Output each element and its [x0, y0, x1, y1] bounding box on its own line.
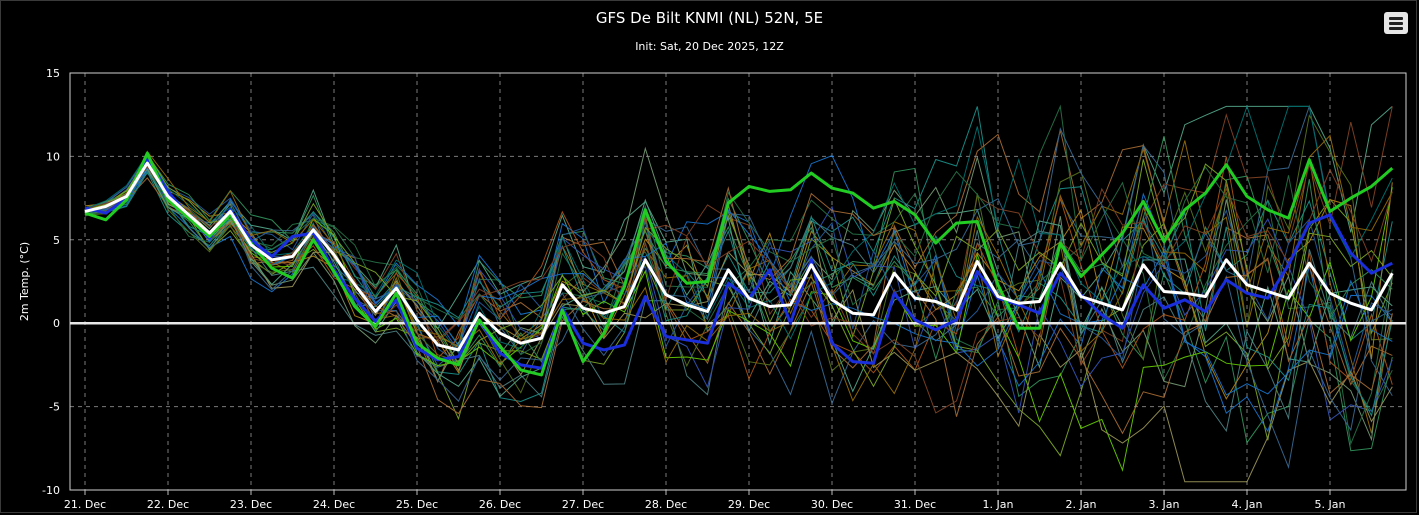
- chart-subtitle: Init: Sat, 20 Dec 2025, 12Z: [635, 40, 784, 53]
- menu-icon-bar: [1389, 27, 1403, 30]
- chart-title: GFS De Bilt KNMI (NL) 52N, 5E: [595, 9, 824, 27]
- menu-icon-bar: [1389, 17, 1403, 20]
- hamburger-menu-button[interactable]: [1384, 12, 1408, 34]
- menu-icon-bar: [1389, 22, 1403, 25]
